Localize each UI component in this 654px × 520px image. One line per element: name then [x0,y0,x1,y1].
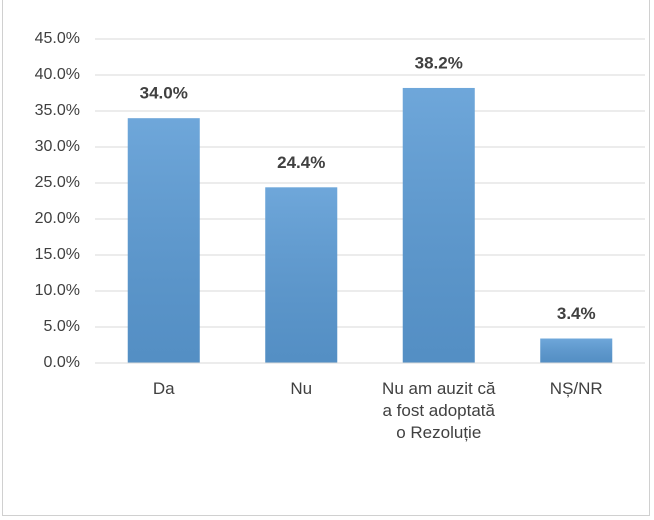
y-tick-label: 40.0% [35,66,80,83]
data-label: 38.2% [415,53,463,72]
y-tick-label: 0.0% [44,354,80,371]
y-tick-label: 30.0% [35,138,80,155]
data-label: 34.0% [140,84,188,103]
x-tick-label: NȘ/NR [549,379,603,398]
data-label: 3.4% [557,304,596,323]
x-tick-label: Da [152,379,175,398]
bar-shade [402,87,475,364]
y-tick-label: 25.0% [35,174,80,191]
x-tick-label: Nu am auzit că a fost adoptată o Rezoluț… [382,379,496,442]
bar-shade [127,118,200,363]
y-tick-label: 35.0% [35,102,80,119]
y-tick-label: 20.0% [35,210,80,227]
bar-shade [540,338,613,363]
y-tick-label: 15.0% [35,246,80,263]
x-tick-label: Nu [290,379,313,398]
y-tick-label: 45.0% [35,30,80,47]
y-tick-label: 10.0% [35,282,80,299]
data-label: 24.4% [277,153,325,172]
y-tick-label: 5.0% [44,318,80,335]
bar-shade [265,187,338,363]
